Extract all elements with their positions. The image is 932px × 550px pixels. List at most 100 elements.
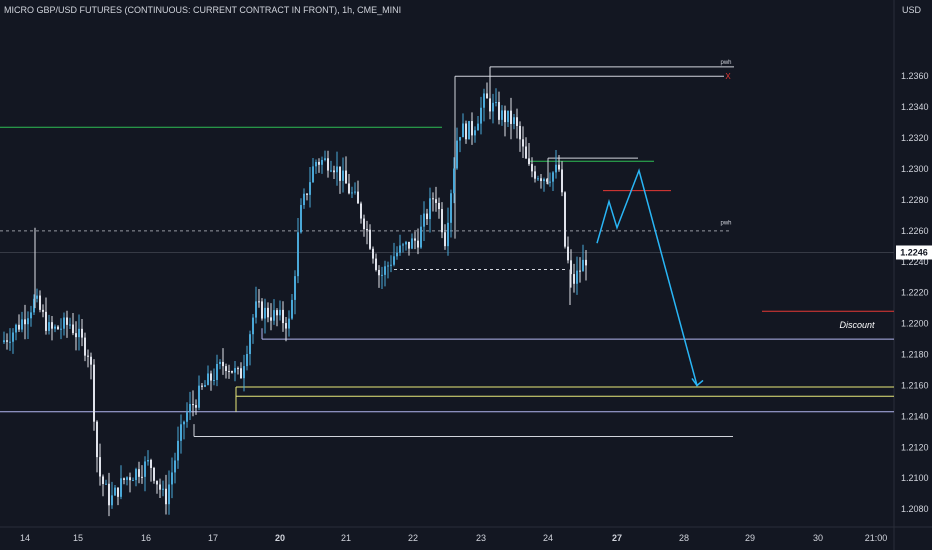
candle-body: [558, 164, 560, 170]
candle-body: [276, 310, 278, 316]
candle-body: [333, 170, 335, 173]
candle-body: [135, 469, 137, 481]
candle-body: [99, 457, 101, 477]
candle-body: [384, 266, 386, 275]
candle-body: [24, 319, 26, 325]
candle-body: [63, 317, 65, 329]
y-tick-label: 1.2200: [901, 319, 929, 329]
y-tick-label: 1.2120: [901, 442, 929, 452]
candle-body: [252, 317, 254, 335]
candle-body: [36, 295, 38, 299]
candle-body: [213, 379, 215, 381]
candle-body: [168, 484, 170, 505]
candle-body: [129, 477, 131, 481]
candle-body: [288, 318, 290, 329]
time-axis[interactable]: 14 15 16 17 20 21 22 23 24 27 28 29 30 21:00: [20, 533, 887, 543]
candle-body: [141, 476, 143, 478]
candle-body: [300, 205, 302, 233]
candle-body: [186, 412, 188, 422]
x-tick-label: 21:00: [865, 533, 888, 543]
x-tick-label: 28: [679, 533, 689, 543]
candle-body: [366, 229, 368, 231]
x-tick-label: 17: [208, 533, 218, 543]
candle-body: [441, 209, 443, 233]
candle-body: [69, 324, 71, 326]
candle-body: [12, 332, 14, 342]
candle-body: [504, 110, 506, 123]
currency-label: USD: [902, 5, 922, 15]
candle-body: [9, 341, 11, 343]
candle-body: [15, 324, 17, 333]
candle-body: [324, 158, 326, 160]
y-tick-label: 1.2300: [901, 164, 929, 174]
candle-body: [468, 121, 470, 140]
candle-body: [156, 480, 158, 485]
annotation-label: pwh: [720, 60, 731, 66]
x-tick-label: 24: [543, 533, 553, 543]
candle-body: [303, 193, 305, 206]
x-tick-label: 16: [141, 533, 151, 543]
candle-body: [420, 226, 422, 248]
candle-body: [372, 248, 374, 259]
candle-body: [291, 299, 293, 319]
candle-body: [237, 368, 239, 370]
candle-body: [363, 218, 365, 230]
candle-body: [435, 199, 437, 203]
candle-body: [123, 478, 125, 480]
candle-body: [108, 483, 110, 506]
candle-body: [81, 328, 83, 338]
current-price-value: 1.2246: [900, 247, 928, 257]
candle-body: [234, 368, 236, 373]
y-tick-label: 1.2280: [901, 195, 929, 205]
candle-body: [48, 322, 50, 331]
candle-body: [531, 164, 533, 172]
candle-body: [528, 158, 530, 165]
candle-body: [153, 467, 155, 481]
candle-body: [351, 192, 353, 194]
candle-body: [576, 270, 578, 284]
x-tick-label: 20: [275, 533, 285, 543]
candle-body: [42, 309, 44, 312]
projection-path: [596, 168, 698, 386]
candle-body: [327, 158, 329, 171]
candle-body: [309, 182, 311, 195]
candle-body: [105, 483, 107, 485]
candle-body: [210, 373, 212, 381]
candle-body: [465, 123, 467, 140]
candle-body: [582, 259, 584, 272]
candle-body: [426, 213, 428, 220]
candle-body: [312, 166, 314, 183]
candle-body: [399, 245, 401, 253]
candle-body: [423, 213, 425, 227]
candle-body: [255, 301, 257, 318]
candle-body: [96, 421, 98, 458]
y-tick-label: 1.2340: [901, 102, 929, 112]
candle-body: [336, 166, 338, 173]
candle-body: [453, 168, 455, 194]
candle-body: [180, 424, 182, 441]
candle-body: [330, 170, 332, 172]
candle-body: [285, 323, 287, 329]
price-axis[interactable]: 1.2080 1.2100 1.2120 1.2140 1.2160 1.2180 1.22…: [896, 71, 932, 514]
candle-body: [417, 240, 419, 248]
candle-body: [585, 259, 587, 266]
candle-body: [273, 310, 275, 321]
candle-body: [57, 326, 59, 330]
candle-body: [474, 130, 476, 136]
candle-body: [501, 110, 503, 120]
candle-body: [72, 324, 74, 334]
candle-body: [579, 270, 581, 272]
candle-body: [264, 307, 266, 319]
candle-body: [567, 246, 569, 261]
y-tick-label: 1.2220: [901, 288, 929, 298]
candle-body: [432, 198, 434, 200]
candle-body: [507, 110, 509, 123]
candle-body: [6, 340, 8, 342]
candle-body: [228, 371, 230, 373]
candle-body: [75, 333, 77, 338]
candle-body: [195, 405, 197, 408]
candle-body: [564, 192, 566, 247]
y-tick-label: 1.2080: [901, 504, 929, 514]
candle-body: [402, 244, 404, 246]
